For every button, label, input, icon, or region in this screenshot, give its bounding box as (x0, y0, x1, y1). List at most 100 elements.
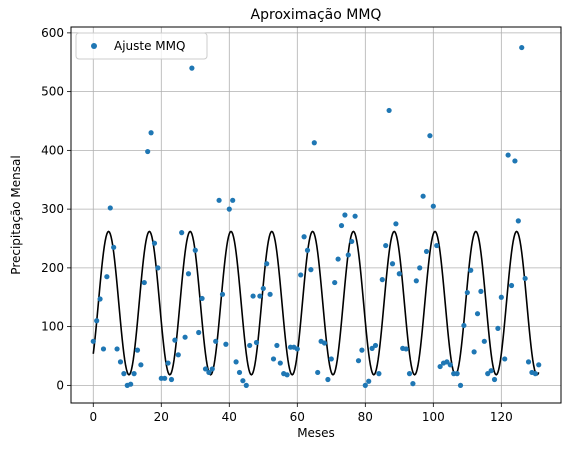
data-point (444, 359, 450, 365)
data-point (454, 371, 460, 377)
data-point (403, 346, 409, 352)
legend-label: Ajuste MMQ (114, 39, 185, 53)
data-point (226, 206, 232, 212)
data-point (274, 342, 280, 349)
data-point (199, 295, 205, 302)
data-point (457, 382, 464, 388)
data-point (352, 213, 358, 219)
y-tick-label: 200 (41, 261, 64, 275)
data-point (536, 362, 542, 368)
data-point (491, 376, 498, 383)
data-point (423, 248, 430, 255)
data-point (461, 322, 467, 329)
data-point (383, 242, 389, 249)
y-tick-label: 500 (41, 85, 64, 99)
data-point (379, 277, 385, 283)
data-point (434, 242, 440, 249)
data-point (325, 376, 331, 383)
scatter-points (90, 44, 542, 388)
data-point (345, 252, 351, 258)
data-point (185, 271, 192, 277)
chart-title: Aproximação MMQ (251, 7, 382, 23)
data-point (111, 244, 117, 250)
data-point (304, 247, 311, 253)
data-point (179, 230, 185, 236)
data-point (196, 329, 202, 336)
data-point (165, 360, 171, 366)
data-point (349, 238, 355, 245)
x-axis-ticks: 0 20 40 60 80 100 120 (89, 403, 513, 424)
data-point (294, 346, 300, 352)
data-point (359, 347, 365, 353)
legend-box (75, 32, 208, 60)
legend: Ajuste MMQ (75, 32, 208, 60)
data-point (141, 279, 147, 286)
legend-marker (91, 43, 97, 49)
data-point (478, 288, 484, 294)
data-point (519, 44, 525, 51)
data-point (342, 212, 348, 218)
data-point (532, 371, 538, 377)
data-point (522, 275, 528, 282)
data-point (338, 222, 345, 229)
data-point (362, 382, 368, 388)
data-point (257, 293, 263, 299)
data-point (168, 376, 175, 383)
data-point (233, 359, 239, 365)
data-point (209, 366, 215, 372)
data-point (240, 378, 246, 384)
data-point (97, 296, 103, 302)
data-point (270, 356, 277, 362)
data-point (471, 349, 477, 355)
data-point (155, 265, 161, 271)
data-point (396, 271, 402, 277)
data-point (192, 247, 198, 253)
x-tick-label: 80 (358, 410, 373, 424)
data-point (284, 372, 290, 378)
y-tick-label: 300 (41, 202, 64, 216)
y-tick-label: 100 (41, 320, 64, 334)
data-point (134, 347, 141, 353)
data-point (162, 375, 168, 381)
data-point (172, 337, 178, 343)
data-point (485, 371, 491, 377)
x-tick-label: 60 (290, 410, 305, 424)
data-point (267, 291, 273, 297)
data-point (148, 130, 154, 136)
data-point (230, 197, 236, 203)
data-point (308, 267, 314, 273)
y-tick-label: 400 (41, 143, 64, 157)
data-point (315, 369, 321, 376)
data-point (328, 356, 334, 362)
data-point (182, 334, 188, 340)
data-point (427, 133, 433, 139)
data-point (502, 356, 508, 362)
data-point (430, 203, 436, 209)
data-point (104, 274, 110, 280)
data-point (107, 205, 113, 211)
data-point (175, 352, 181, 358)
data-point (498, 294, 504, 300)
data-point (189, 65, 195, 71)
data-point (128, 381, 134, 387)
data-point (247, 342, 253, 349)
fit-line-layer (92, 230, 540, 376)
data-point (525, 359, 532, 365)
data-point (369, 345, 375, 351)
data-point (94, 318, 100, 324)
data-point (202, 366, 209, 372)
x-tick-label: 40 (222, 410, 237, 424)
data-point (219, 291, 226, 297)
data-point (335, 256, 341, 262)
x-tick-label: 100 (422, 410, 445, 424)
data-point (213, 338, 219, 344)
data-point (138, 362, 144, 368)
data-point (488, 368, 494, 374)
data-point (311, 140, 317, 146)
y-axis-ticks: 0 100 200 300 400 500 600 (41, 26, 71, 392)
grid-lines (71, 27, 561, 403)
data-point (413, 278, 419, 284)
data-point (410, 381, 416, 387)
